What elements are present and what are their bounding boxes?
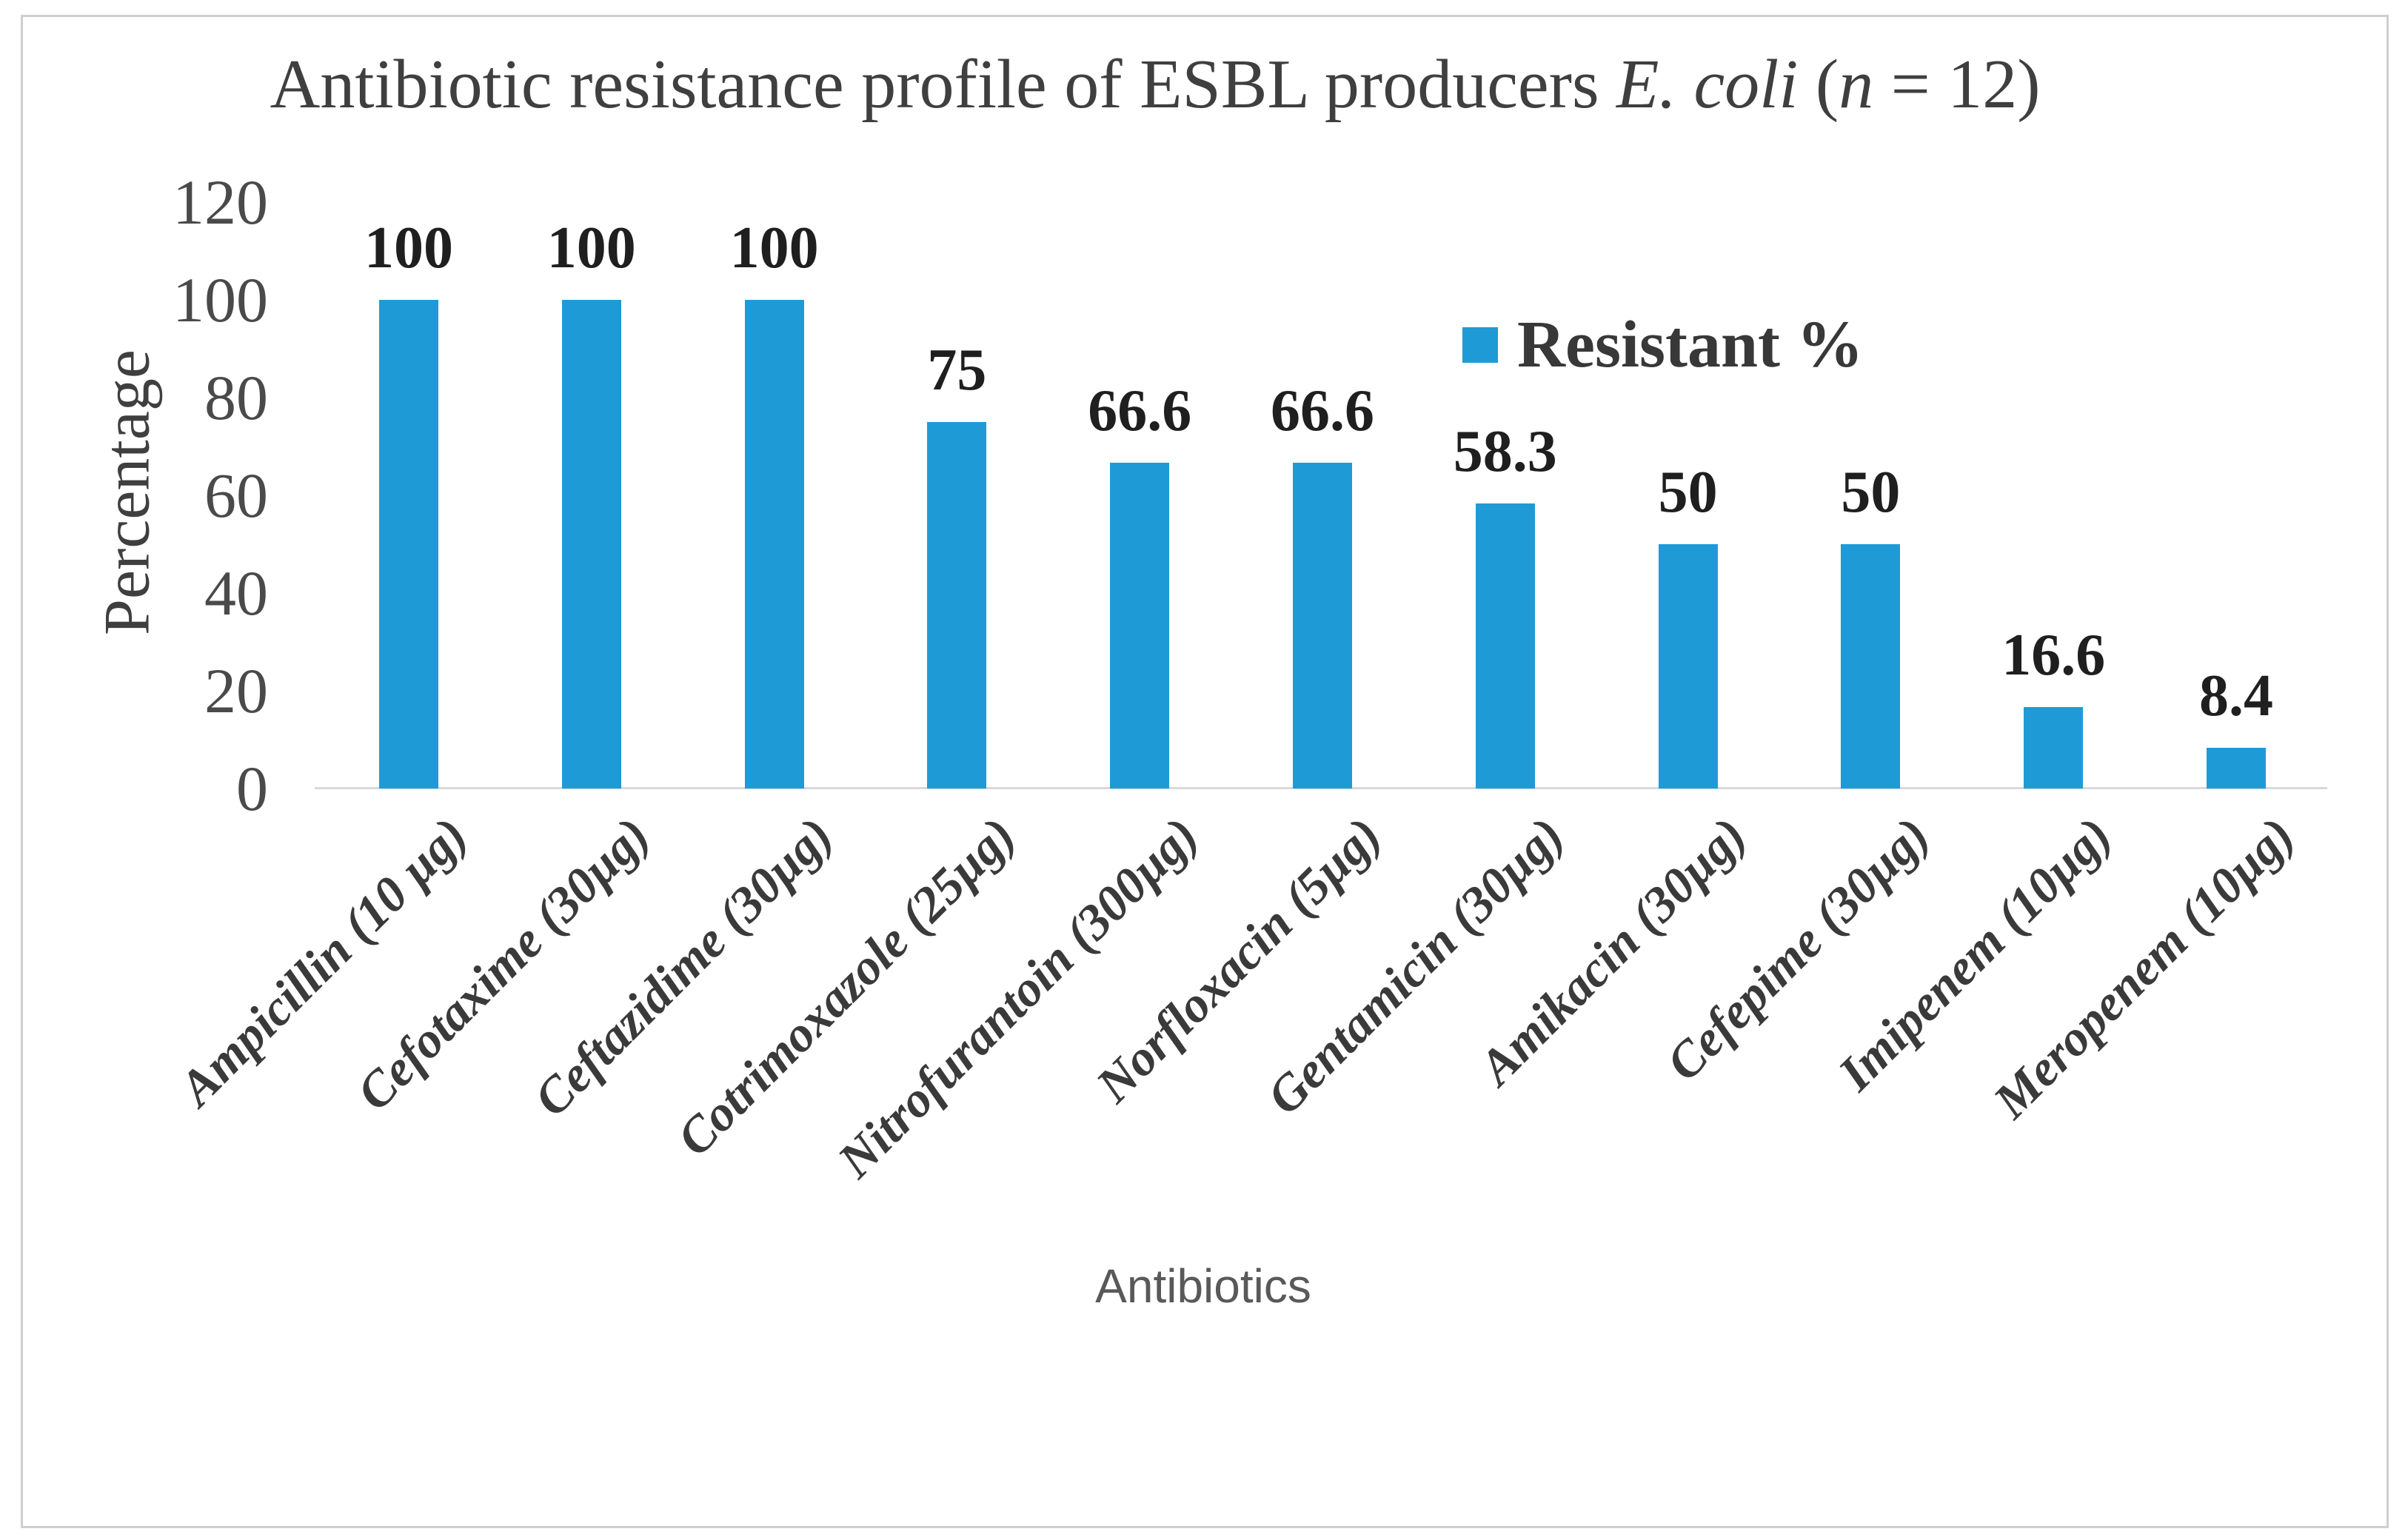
bar-value-label: 16.6	[2001, 623, 2106, 689]
legend: Resistant %	[1462, 308, 1864, 381]
chart-title-prefix: Antibiotic resistance profile of ESBL pr…	[270, 46, 1617, 123]
bar	[561, 300, 621, 789]
y-axis-tick-label: 60	[204, 460, 268, 531]
bar-value-label: 100	[364, 215, 453, 281]
bar	[2207, 747, 2266, 789]
y-axis-tick-label: 40	[204, 558, 268, 629]
legend-swatch-icon	[1462, 327, 1498, 363]
chart-title-species: E. coli	[1616, 46, 1799, 123]
bar	[1293, 463, 1352, 789]
x-axis-title: Antibiotics	[1095, 1259, 1311, 1313]
bar-value-label: 58.3	[1453, 419, 1557, 485]
bar	[2024, 707, 2084, 789]
bar	[1110, 463, 1170, 789]
bar-value-label: 50	[1658, 460, 1718, 525]
y-axis-tick-label: 20	[204, 655, 268, 726]
y-axis-tick-label: 0	[236, 753, 268, 824]
y-axis-tick-label: 100	[173, 264, 268, 335]
bar-value-label: 50	[1841, 460, 1901, 525]
bar	[1658, 544, 1718, 789]
bar	[1475, 503, 1535, 789]
bar-value-label: 100	[729, 215, 819, 281]
chart-title-mid: (	[1798, 46, 1839, 123]
bar	[1841, 544, 1901, 789]
bar-value-label: 66.6	[1088, 378, 1192, 444]
bar	[379, 300, 438, 789]
bar	[744, 300, 804, 789]
legend-label: Resistant %	[1517, 308, 1864, 381]
bar-value-label: 8.4	[2199, 663, 2273, 729]
bar	[927, 422, 987, 789]
bar-value-label: 66.6	[1271, 378, 1374, 444]
chart-title: Antibiotic resistance profile of ESBL pr…	[111, 44, 2199, 124]
y-axis-tick-label: 80	[204, 362, 268, 433]
y-axis-tick-label: 120	[173, 167, 268, 238]
chart-title-suffix: = 12)	[1873, 46, 2041, 123]
chart-title-n: n	[1839, 46, 1874, 123]
bar-value-label: 75	[927, 338, 987, 403]
bar-value-label: 100	[546, 215, 636, 281]
